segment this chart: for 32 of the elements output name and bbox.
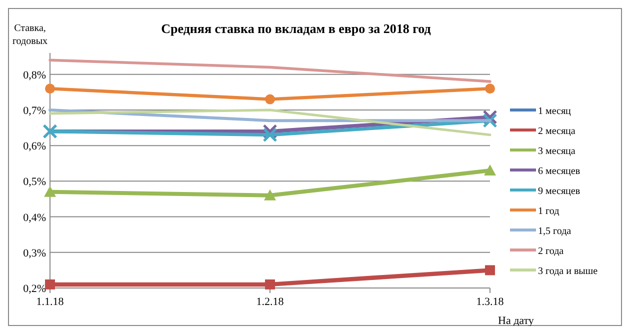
y-tick-label: 0,4% (23, 212, 46, 224)
x-axis-title: На дату (498, 315, 534, 327)
legend-label: 1 год (538, 206, 560, 217)
x-tick-label: 1.1.18 (36, 296, 64, 308)
legend-label: 1,5 года (538, 226, 572, 237)
point (45, 84, 55, 94)
point (264, 189, 276, 200)
point (265, 279, 275, 290)
point (265, 94, 275, 104)
legend-label: 2 месяца (538, 126, 576, 137)
point (44, 186, 56, 197)
y-tick-label: 0,5% (23, 176, 46, 188)
point (484, 164, 496, 176)
y-tick-label: 0,8% (23, 69, 46, 82)
y-tick-label: 0,3% (23, 247, 46, 260)
legend-label: 1 месяц (538, 106, 572, 117)
y-tick-label: 0,6% (23, 140, 46, 153)
y-axis-title: Ставка, годовых (12, 23, 48, 47)
point (262, 128, 278, 142)
legend-label: 3 месяца (538, 146, 576, 157)
legend-label: 6 месяцев (538, 166, 580, 177)
legend-label: 9 месяцев (538, 186, 580, 197)
chart-title: Средняя ставка по вкладам в евро за 2018 год (161, 21, 432, 36)
y-tick-label: 0,2% (23, 283, 46, 295)
point (485, 84, 495, 94)
point (485, 265, 495, 276)
x-tick-label: 1.2.18 (256, 296, 284, 308)
x-tick-label: 1.3.18 (476, 296, 504, 308)
legend-label: 3 года и выше (538, 266, 598, 277)
y-tick-label: 0,7% (23, 104, 46, 117)
point (45, 279, 55, 290)
legend-label: 2 года (538, 246, 564, 257)
